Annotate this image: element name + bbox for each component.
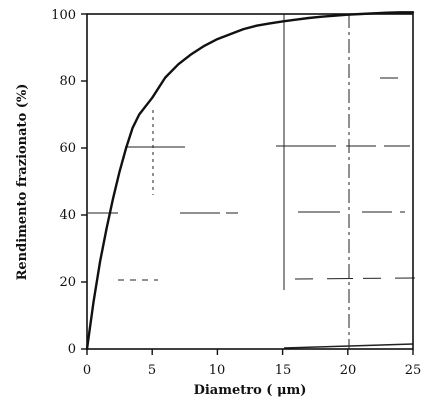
y-tick-label: 40 [59, 208, 76, 223]
grid-lines [88, 14, 416, 349]
y-tick-labels: 0 20 40 60 80 100 [51, 8, 76, 357]
y-axis-label: Rendimento frazionato (%) [15, 84, 30, 281]
y-tick-label: 0 [68, 342, 76, 357]
y-tick-label: 20 [59, 275, 76, 290]
y-tick-label: 80 [59, 74, 76, 89]
plot-frame [86, 13, 414, 350]
y-tick-label: 100 [51, 8, 76, 23]
grid-line [294, 277, 416, 280]
x-tick-label: 20 [340, 363, 357, 378]
series-line [85, 11, 415, 351]
x-axis-label: Diametro ( μm) [194, 383, 307, 398]
axis-ticks [81, 13, 414, 355]
x-tick-label: 10 [209, 363, 226, 378]
x-tick-label: 5 [148, 363, 156, 378]
x-tick-label: 15 [275, 363, 292, 378]
x-tick-label: 25 [405, 363, 422, 378]
y-tick-label: 60 [59, 141, 76, 156]
x-tick-labels: 0 5 10 15 20 25 [83, 363, 421, 378]
grid-line [283, 343, 414, 349]
x-tick-label: 0 [83, 363, 91, 378]
